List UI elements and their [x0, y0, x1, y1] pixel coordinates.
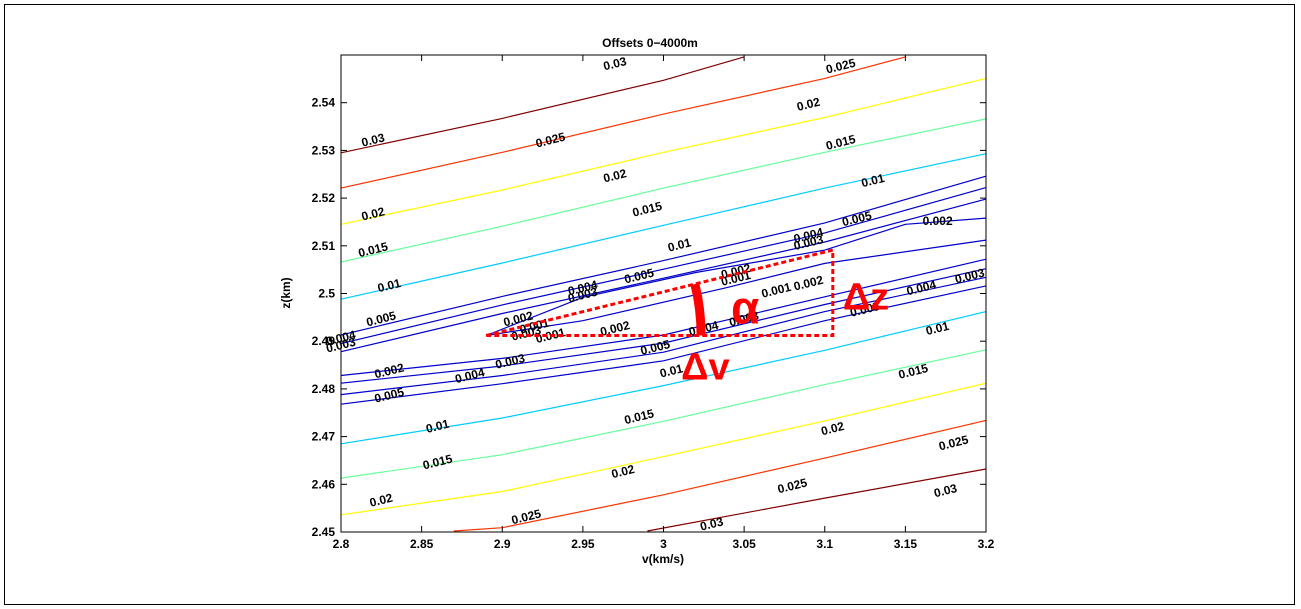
- y-tick-label: 2.54: [312, 96, 336, 110]
- contour-line-0.003: [340, 198, 987, 353]
- y-tick-label: 2.5: [318, 287, 335, 301]
- y-axis-label: z(km): [279, 277, 293, 308]
- contour-line-0.004: [340, 187, 987, 345]
- y-axis: 2.45 2.46 2.47 2.48 2.49 2.5 2.51 2.52 2.53 2.54: [312, 96, 986, 539]
- contour-line-0.015: [340, 118, 987, 263]
- x-tick-label: 3.15: [894, 537, 918, 551]
- alpha-label: α: [731, 281, 759, 333]
- x-tick-label: 2.85: [410, 537, 434, 551]
- x-tick-label: 3.2: [978, 537, 995, 551]
- delta-v-label: Δv: [681, 346, 729, 388]
- contour-label: 0.002: [923, 214, 953, 228]
- x-tick-label: 3.05: [732, 537, 756, 551]
- figure-frame: Offsets 0−4000m 0.03 0.025 0.03 0.025 0.02 0.…: [4, 4, 1295, 605]
- contour-label: 0.01: [376, 276, 402, 295]
- contour-label: 0.02: [795, 95, 821, 114]
- plot-area: [341, 55, 986, 532]
- contour-line-0.025: [340, 56, 906, 189]
- contour-line-0.01: [340, 311, 987, 445]
- contour-label: 0.01: [666, 235, 692, 254]
- annotation-triangle: [485, 248, 835, 337]
- contour-line-0.02: [340, 382, 987, 516]
- x-tick-label: 2.8: [333, 537, 350, 551]
- contour-line-0.015: [340, 349, 987, 479]
- contour-line-0.002: [485, 217, 987, 337]
- contour-label: 0.02: [610, 462, 636, 481]
- contour-line-0.03: [340, 56, 745, 154]
- x-tick-label: 2.95: [571, 537, 595, 551]
- x-axis-label: v(km/s): [642, 552, 684, 566]
- contour-line-0.004: [340, 276, 987, 396]
- contour-line-0.01: [340, 153, 987, 300]
- contour-label: 0.03: [360, 130, 386, 149]
- y-tick-label: 2.52: [312, 191, 336, 205]
- contour-label: 0.02: [360, 204, 386, 223]
- x-tick-label: 2.9: [494, 537, 511, 551]
- contour-label: 0.02: [368, 490, 394, 509]
- contour-line-0.003: [340, 268, 987, 384]
- y-tick-label: 2.49: [312, 334, 336, 348]
- y-tick-label: 2.47: [312, 430, 336, 444]
- x-axis: 2.8 2.85 2.9 2.95 3 3.05 3.1 3.15 3.2: [333, 55, 995, 551]
- alpha-arc: [690, 283, 706, 336]
- contour-line-0.03: [647, 468, 987, 532]
- contour-label: 0.01: [658, 361, 684, 380]
- contour-line-0.005: [340, 285, 987, 405]
- x-tick-label: 3: [660, 537, 667, 551]
- contour-label: 0.02: [820, 419, 846, 438]
- contour-label: 0.01: [425, 417, 451, 436]
- contour-label: 0.01: [924, 319, 950, 338]
- chart-title: Offsets 0−4000m: [602, 36, 698, 50]
- x-tick-label: 3.1: [816, 537, 833, 551]
- y-tick-label: 2.48: [312, 382, 336, 396]
- contour-line-0.02: [340, 77, 987, 225]
- angle-annotation: α Δz Δv: [485, 248, 889, 388]
- y-tick-label: 2.45: [312, 525, 336, 539]
- y-tick-label: 2.53: [312, 143, 336, 157]
- contour-label: 0.03: [699, 514, 725, 533]
- contour-line-0.025: [453, 419, 987, 532]
- y-tick-label: 2.51: [312, 239, 336, 253]
- contour-line-0.005: [340, 175, 987, 336]
- delta-z-label: Δz: [843, 276, 889, 318]
- contour-label: 0.02: [602, 166, 628, 185]
- contour-label: 0.03: [602, 54, 628, 73]
- y-tick-label: 2.46: [312, 477, 336, 491]
- contour-label: 0.03: [932, 481, 958, 500]
- contour-label: 0.01: [860, 171, 886, 190]
